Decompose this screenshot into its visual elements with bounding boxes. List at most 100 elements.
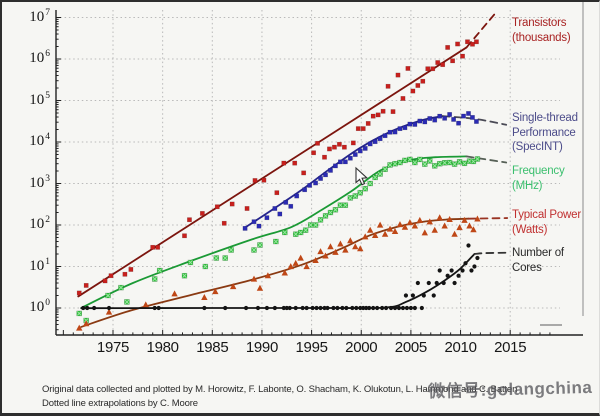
legend-item-transistors: Transistors (thousands) <box>512 16 598 45</box>
data-point <box>323 172 328 178</box>
data-point <box>446 216 453 223</box>
data-point <box>261 177 267 183</box>
legend-label-line: Performance <box>512 126 576 139</box>
data-point <box>408 305 413 311</box>
caption: Original data collected and plotted by M… <box>42 383 582 411</box>
data-point <box>371 305 376 311</box>
data-point-x-texture <box>203 264 208 269</box>
x-tick-label-2015: 2015 <box>494 339 527 356</box>
data-point <box>350 305 355 311</box>
data-point <box>105 308 113 315</box>
data-point-x-texture <box>387 162 393 168</box>
data-point <box>360 126 366 132</box>
data-point <box>214 204 220 210</box>
data-point <box>386 225 394 232</box>
data-point <box>376 221 384 228</box>
data-point <box>92 305 97 311</box>
mouse-cursor <box>355 166 369 186</box>
data-point <box>297 254 304 261</box>
data-point <box>242 225 248 231</box>
data-point <box>337 141 342 147</box>
data-point <box>272 206 278 211</box>
data-point <box>76 324 83 331</box>
data-point <box>304 305 309 311</box>
data-point-x-texture <box>471 159 476 164</box>
y-tick-label-10e5: 105 <box>29 90 50 108</box>
data-point <box>441 222 448 229</box>
data-point <box>449 268 454 273</box>
data-point <box>292 160 298 166</box>
data-point <box>427 116 433 121</box>
data-point <box>122 271 128 277</box>
trend-line-number-of-cores <box>80 253 476 310</box>
data-point <box>229 201 235 207</box>
data-point <box>390 109 396 115</box>
data-point <box>341 144 347 150</box>
data-point-x-texture <box>377 171 383 177</box>
data-point <box>470 115 475 120</box>
data-point <box>76 290 82 296</box>
data-point <box>371 232 379 239</box>
data-point-x-texture <box>348 195 353 201</box>
data-point <box>355 126 361 132</box>
data-point-x-texture <box>427 158 433 164</box>
caption-line-2: Dotted line extrapolations by C. Moore <box>42 398 198 409</box>
data-point <box>81 305 86 311</box>
data-point <box>474 39 479 45</box>
data-point <box>250 275 258 282</box>
data-point-x-texture <box>303 227 308 233</box>
data-point-x-texture <box>462 161 467 166</box>
data-point-x-texture <box>338 202 343 208</box>
data-point <box>255 305 261 311</box>
data-point <box>212 288 219 295</box>
data-point-x-texture <box>402 158 408 163</box>
data-point <box>82 320 90 327</box>
x-tick-label-1995: 1995 <box>295 339 328 356</box>
data-point <box>277 211 283 217</box>
data-point <box>108 273 114 279</box>
data-point-x-texture <box>222 255 228 261</box>
axis-ticks <box>56 17 551 335</box>
data-point-x-texture <box>392 161 398 167</box>
data-point <box>287 305 292 311</box>
data-point <box>331 305 336 311</box>
data-point-x-texture <box>422 161 428 167</box>
data-point-x-texture <box>124 299 130 305</box>
data-point <box>445 45 451 50</box>
data-point-x-texture <box>442 160 447 166</box>
legend-label-line: (SpecINT) <box>512 141 563 153</box>
data-point-x-texture <box>328 210 333 215</box>
data-point <box>264 305 270 311</box>
data-point <box>182 233 187 239</box>
data-point <box>470 41 475 47</box>
data-point <box>417 118 423 124</box>
x-tick-label-1975: 1975 <box>96 339 130 356</box>
x-tick-label-1980: 1980 <box>146 339 179 356</box>
data-point <box>451 230 458 237</box>
data-point <box>421 229 429 236</box>
data-point-x-texture <box>452 161 457 167</box>
data-point <box>466 243 471 248</box>
data-point <box>465 39 470 45</box>
data-point <box>302 187 308 193</box>
legend-item-number-of: Number of Cores <box>512 246 598 275</box>
data-point <box>395 72 401 78</box>
data-point <box>391 228 399 235</box>
x-tick-label-1985: 1985 <box>196 339 229 356</box>
data-point <box>142 301 149 308</box>
data-point <box>445 273 450 278</box>
data-point <box>243 305 249 311</box>
data-point <box>342 159 348 165</box>
data-point-x-texture <box>372 175 378 180</box>
data-point <box>301 170 307 176</box>
series-points-frequency-mhz <box>76 156 481 324</box>
data-point <box>352 152 358 157</box>
data-point <box>281 305 286 311</box>
data-point <box>272 305 277 311</box>
data-point-x-texture <box>323 213 328 219</box>
data-point <box>426 280 431 286</box>
data-point <box>387 129 393 135</box>
data-point-x-texture <box>352 193 358 199</box>
data-point <box>310 305 315 311</box>
data-point-x-texture <box>188 260 193 265</box>
